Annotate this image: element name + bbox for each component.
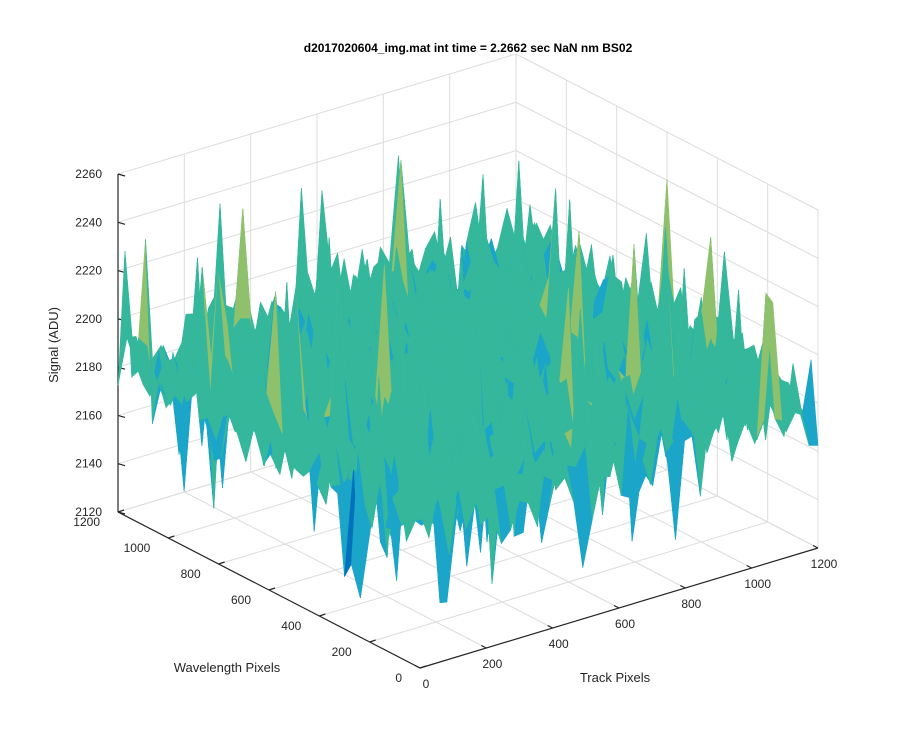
surface-mesh (117, 155, 819, 603)
z-tick-label: 2140 (75, 457, 102, 471)
z-tick-mark (117, 221, 126, 225)
x-tick-label: 800 (681, 597, 701, 611)
axis-lines (117, 173, 819, 669)
x-tick-mark (746, 564, 752, 569)
x-tick-label: 1200 (811, 557, 838, 571)
z-tick-mark (117, 463, 126, 467)
x-tick-mark (547, 624, 553, 629)
z-tick-label: 2200 (75, 312, 102, 326)
z-tick-label: 2260 (75, 167, 102, 181)
x-tick-mark (613, 604, 620, 609)
backwall-grid-z (117, 101, 517, 223)
chart-title: d2017020604_img.mat int time = 2.2662 se… (304, 41, 633, 55)
x-tick-label: 200 (482, 657, 502, 671)
backwall-grid-z (117, 150, 517, 272)
tick-labels: 0 200 400 600 800 1000 1200 0 200 400 600 800 1000 12… (73, 167, 837, 691)
x-tick-label: 0 (423, 677, 430, 691)
y-tick-label: 600 (231, 593, 251, 607)
y-tick-mark (168, 535, 175, 539)
z-tick-label: 2160 (75, 408, 102, 422)
y-tick-label: 800 (181, 567, 201, 581)
backwall-grid-z (117, 198, 517, 320)
backwall-grid-z (117, 53, 517, 175)
y-axis-label: Wavelength Pixels (174, 660, 281, 675)
z-tick-mark (117, 173, 126, 177)
y-tick-mark (369, 639, 376, 643)
y-tick-label: 0 (395, 671, 402, 685)
y-tick-mark (319, 613, 326, 617)
y-tick-mark (268, 587, 276, 591)
y-tick-label: 400 (281, 619, 301, 633)
z-tick-label: 2120 (75, 505, 102, 519)
z-tick-label: 2180 (75, 360, 102, 374)
y-tick-label: 1000 (124, 541, 151, 555)
y-tick-mark (218, 561, 225, 565)
z-tick-label: 2240 (75, 215, 102, 229)
x-tick-mark (481, 644, 487, 649)
y-tick-label: 1200 (73, 515, 100, 529)
floor-grid-y (369, 521, 768, 643)
sidewall-grid-z (515, 53, 819, 211)
surface-cell (412, 444, 430, 538)
y-tick-mark (419, 665, 427, 669)
floor-grid-y (319, 495, 718, 617)
x-tick-label: 600 (615, 617, 635, 631)
z-axis-label: Signal (ADU) (46, 307, 61, 383)
y-tick-label: 200 (332, 645, 352, 659)
z-tick-mark (117, 511, 126, 515)
x-tick-mark (812, 544, 819, 549)
z-tick-mark (117, 414, 126, 419)
x-tick-mark (414, 664, 421, 669)
x-tick-label: 400 (549, 637, 569, 651)
x-tick-mark (680, 584, 686, 589)
z-tick-label: 2220 (75, 264, 102, 278)
x-axis-label: Track Pixels (580, 670, 651, 685)
x-tick-label: 1000 (744, 577, 771, 591)
